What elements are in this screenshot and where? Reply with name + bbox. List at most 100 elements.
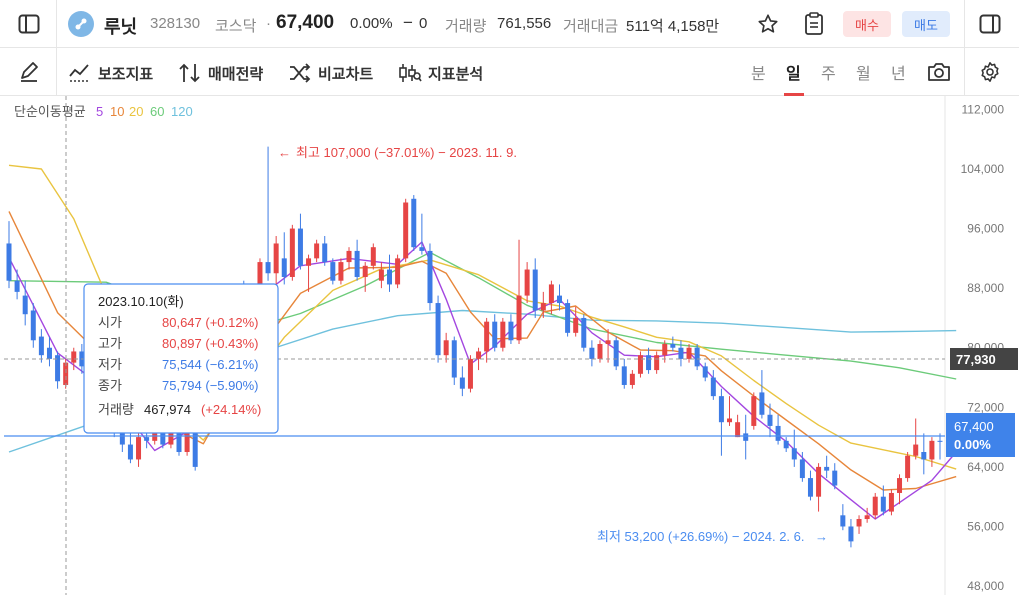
favorite-star-icon[interactable]	[755, 12, 781, 36]
candle-body	[265, 262, 271, 274]
tooltip-high-value: 80,897 (+0.43%)	[162, 336, 258, 351]
candle	[799, 452, 805, 482]
tool-analysis[interactable]: 지표분석	[398, 60, 483, 86]
candle	[403, 198, 409, 263]
stock-header: 루닛 328130 코스닥 · 67,400 0.00% − 0 거래량 761…	[0, 0, 1019, 48]
camera-icon[interactable]	[926, 60, 952, 84]
buy-button[interactable]: 매수	[843, 11, 891, 37]
candle-body	[63, 362, 69, 385]
candle-body	[289, 228, 295, 277]
tool-strategy[interactable]: 매매전략	[178, 60, 263, 86]
sidebar-toggle-icon[interactable]	[16, 12, 42, 36]
stock-code: 328130	[150, 15, 201, 32]
candle-body	[832, 470, 838, 486]
y-tick-label: 48,000	[967, 579, 1004, 593]
candle-body	[557, 295, 563, 304]
candle	[378, 262, 384, 289]
tooltip-high-label: 고가	[98, 336, 122, 351]
candle-body	[435, 303, 441, 356]
candle-body	[905, 455, 911, 479]
candle-body	[476, 351, 482, 359]
tooltip-close-label: 종가	[98, 378, 122, 393]
candle	[484, 317, 490, 363]
candle-body	[297, 228, 303, 266]
candle-body	[848, 526, 854, 542]
candle-body	[322, 243, 328, 263]
candle	[516, 239, 522, 345]
candle	[136, 433, 142, 467]
sell-button[interactable]: 매도	[902, 11, 950, 37]
candle	[694, 344, 700, 371]
change-amount: 0	[419, 15, 428, 32]
strategy-icon	[179, 63, 200, 83]
settings-gear-icon[interactable]	[977, 60, 1003, 84]
candle-body	[354, 250, 360, 277]
current-price-tag-value: 67,400	[954, 419, 994, 434]
legend-ma10: 10	[110, 104, 124, 119]
tool-compare[interactable]: 비교차트	[288, 60, 373, 86]
candle	[824, 455, 830, 479]
price-chart[interactable]: 단순이동평균 5 10 20 60 120 112,000 104,000 96,0…	[0, 96, 1019, 595]
candle-body	[743, 433, 749, 441]
y-tick-label: 56,000	[967, 519, 1004, 533]
candle	[816, 463, 822, 512]
period-minute[interactable]: 분	[751, 66, 766, 83]
ohlc-tooltip: 2023.10.10(화) 시가 80,647 (+0.12%) 고가 80,8…	[83, 283, 279, 434]
market-name: 코스닥	[215, 18, 257, 35]
tool-label: 매매전략	[208, 65, 264, 83]
amount-value: 511억 4,158만	[626, 18, 720, 35]
candle-body	[565, 303, 571, 333]
max-price-annotation: 최고 107,000 (−37.01%) − 2023. 11. 9.	[296, 145, 517, 160]
candle	[880, 485, 886, 516]
candle	[524, 262, 530, 304]
crosshair-price-text: 77,930	[956, 352, 996, 367]
candle-body	[46, 347, 52, 359]
drawing-pen-icon[interactable]	[16, 60, 42, 84]
tool-label: 지표분석	[428, 65, 484, 83]
period-week[interactable]: 주	[821, 66, 836, 83]
panel-toggle-icon[interactable]	[977, 12, 1003, 36]
candle-body	[492, 321, 498, 348]
candle-body	[646, 355, 652, 371]
candle	[557, 284, 563, 311]
candle	[888, 489, 894, 516]
period-month[interactable]: 월	[856, 66, 871, 83]
candle-body	[799, 459, 805, 479]
candle-body	[888, 492, 894, 512]
memo-icon[interactable]	[802, 11, 826, 37]
candle	[532, 258, 538, 318]
y-tick-label: 88,000	[967, 281, 1004, 295]
candle-body	[581, 317, 587, 348]
candle-body	[378, 269, 384, 281]
ma-legend: 단순이동평균 5 10 20 60 120	[14, 104, 193, 119]
tooltip-open-label: 시가	[98, 315, 122, 330]
candle-body	[864, 515, 870, 520]
candle	[921, 433, 927, 475]
candle-body	[370, 247, 376, 266]
candle-body	[548, 284, 554, 304]
candle	[872, 492, 878, 520]
period-year[interactable]: 년	[891, 66, 906, 83]
min-price-annotation: 최저 53,200 (+26.69%) − 2024. 2. 6.	[597, 529, 805, 544]
candle	[929, 437, 935, 467]
candle-body	[913, 444, 919, 456]
candle	[637, 351, 643, 378]
candle	[735, 414, 741, 438]
candle	[751, 392, 757, 430]
candle	[265, 146, 271, 281]
candle-body	[136, 437, 142, 460]
candle-body	[403, 202, 409, 259]
candle-body	[119, 429, 125, 445]
candle-body	[807, 478, 813, 497]
candle	[589, 340, 595, 367]
candle	[856, 515, 862, 534]
candle-body	[427, 250, 433, 304]
tool-indicators[interactable]: 보조지표	[68, 60, 153, 86]
candle	[605, 329, 611, 363]
candle-body	[629, 373, 635, 385]
y-axis: 112,000104,00096,00088,00080,00072,00064…	[961, 102, 1005, 593]
candle-body	[6, 243, 12, 281]
period-day[interactable]: 일	[786, 66, 801, 83]
candle-body	[524, 269, 530, 296]
tooltip-date: 2023.10.10(화)	[98, 294, 184, 309]
